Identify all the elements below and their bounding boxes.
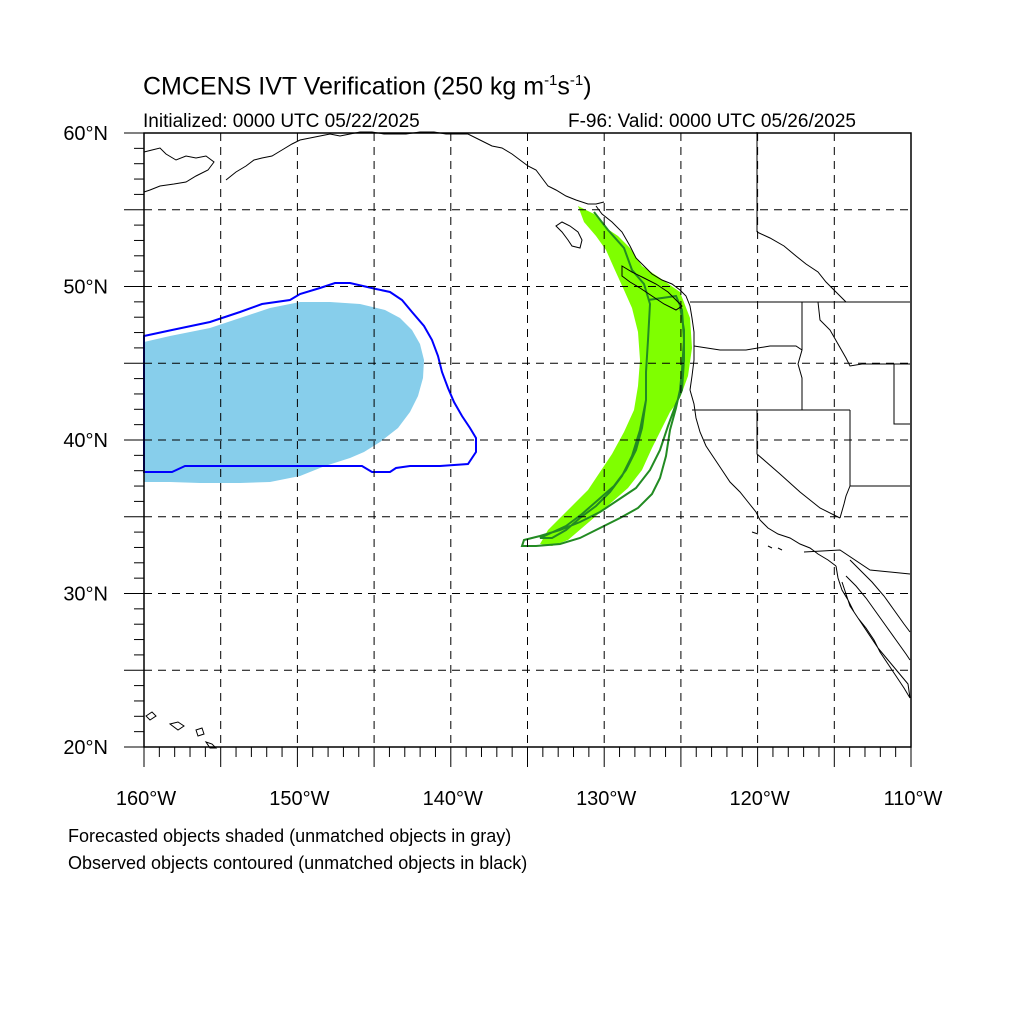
forecast-objects — [144, 206, 692, 546]
bc-alberta-border — [756, 231, 847, 303]
initialized-time: Initialized: 0000 UTC 05/22/2025 — [143, 111, 420, 132]
longitude-labels: 160°W 150°W 140°W 130°W 120°W 110°W — [116, 788, 943, 810]
footer-observed-note: Observed objects contoured (unmatched ob… — [68, 853, 528, 873]
map-title: CMCENS IVT Verification (250 kg m-1s-1) — [143, 72, 592, 101]
political-borders — [690, 132, 911, 575]
catalina-islands — [751, 531, 783, 551]
lat-label: 50°N — [63, 277, 108, 299]
observed-contour-pacific — [143, 282, 477, 473]
lon-label: 130°W — [576, 788, 636, 810]
us-mexico-border — [803, 549, 911, 575]
axis-ticks — [124, 132, 912, 767]
coastlines — [143, 131, 911, 749]
lon-label: 160°W — [116, 788, 176, 810]
us-west-coast — [689, 389, 837, 567]
gulf-of-california — [845, 575, 911, 661]
map-frame — [143, 132, 912, 748]
alaska-peninsula — [225, 131, 605, 205]
wyoming-border — [893, 363, 910, 425]
lat-label: 60°N — [63, 123, 108, 145]
footer-forecast-note: Forecasted objects shaded (unmatched obj… — [68, 826, 512, 846]
forecast-object-pacific — [144, 302, 424, 483]
lat-label: 20°N — [63, 737, 108, 759]
baja-california — [835, 565, 911, 699]
montana-idaho-border — [817, 301, 894, 367]
vancouver-island — [621, 265, 683, 311]
washington-oregon-border — [693, 345, 803, 351]
lat-label: 40°N — [63, 430, 108, 452]
latitude-labels: 60°N 50°N 40°N 30°N 20°N — [63, 123, 108, 759]
observed-objects — [143, 211, 686, 547]
lon-label: 150°W — [269, 788, 329, 810]
nevada-utah-border — [849, 410, 910, 487]
mexico-mainland — [849, 559, 911, 633]
observed-contour-coastal — [520, 211, 686, 547]
graticule — [144, 133, 911, 747]
lon-label: 110°W — [884, 788, 943, 810]
valid-time: F-96: Valid: 0000 UTC 05/26/2025 — [568, 111, 856, 132]
hawaii-islands — [145, 711, 218, 749]
lon-label: 140°W — [423, 788, 483, 810]
alaska-coastline — [143, 147, 215, 193]
nevada-arizona-border — [839, 485, 851, 519]
forecast-object-coastal — [540, 206, 692, 546]
california-nevada-border — [756, 410, 841, 519]
haida-gwaii — [555, 221, 583, 249]
idaho-border — [797, 302, 803, 410]
lon-label: 120°W — [729, 788, 789, 810]
lat-label: 30°N — [63, 584, 108, 606]
